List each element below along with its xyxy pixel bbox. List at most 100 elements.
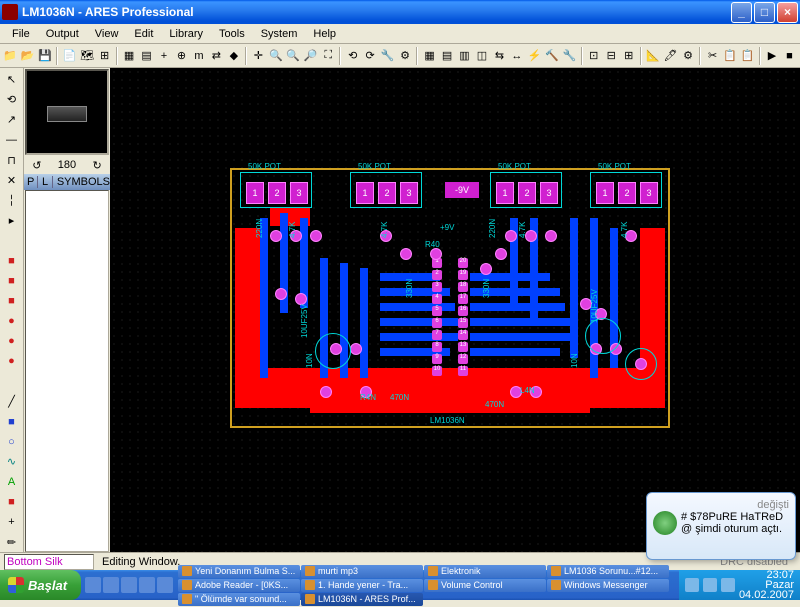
tool-button[interactable]: ■ — [2, 412, 22, 431]
toolbar-button[interactable]: ◆ — [226, 46, 242, 66]
toolbar-button[interactable]: ⊡ — [586, 46, 602, 66]
menu-file[interactable]: File — [4, 26, 38, 42]
tool-button[interactable]: ✏ — [2, 533, 22, 552]
toolbar-button[interactable]: ◫ — [474, 46, 490, 66]
toolbar-button[interactable]: 📐 — [645, 46, 661, 66]
toolbar-button[interactable]: ⊟ — [603, 46, 619, 66]
maximize-button[interactable]: □ — [754, 2, 775, 23]
toolbar-button[interactable]: 📋 — [722, 46, 738, 66]
menu-output[interactable]: Output — [38, 26, 87, 42]
task-button[interactable]: Volume Control — [424, 579, 546, 592]
pcb-canvas[interactable]: 50K POT12350K POT12350K POT12350K POT123… — [110, 68, 800, 552]
toolbar-button[interactable]: ✂ — [704, 46, 720, 66]
tool-button[interactable]: ↖ — [2, 70, 22, 89]
tool-button[interactable]: ↗ — [2, 110, 22, 129]
rotation-control[interactable]: ↺ 180 ↻ — [24, 156, 110, 174]
overview-window[interactable] — [25, 69, 109, 155]
toolbar-button[interactable]: 🔍 — [268, 46, 284, 66]
toolbar-button[interactable]: 🔧 — [379, 46, 395, 66]
clock[interactable]: 23:07 Pazar 04.02.2007 — [739, 570, 794, 600]
toolbar-button[interactable]: ↔ — [509, 46, 525, 66]
tool-button[interactable]: + — [2, 513, 22, 532]
toolbar-button[interactable]: ⚙ — [397, 46, 413, 66]
menu-library[interactable]: Library — [161, 26, 211, 42]
task-button[interactable]: Elektronik — [424, 565, 546, 578]
toolbar-button[interactable]: 📂 — [19, 46, 35, 66]
tool-button[interactable]: ■ — [2, 251, 22, 270]
toolbar-button[interactable]: ⇄ — [208, 46, 224, 66]
symbols-list[interactable] — [25, 190, 109, 552]
task-button[interactable]: LM1036N - ARES Prof... — [301, 593, 423, 606]
menu-system[interactable]: System — [253, 26, 306, 42]
task-button[interactable]: Windows Messenger — [547, 579, 669, 592]
quicklaunch-icon[interactable] — [85, 577, 101, 593]
tray-icon[interactable] — [703, 578, 717, 592]
tool-button[interactable]: ● — [2, 352, 22, 371]
quicklaunch-icon[interactable] — [157, 577, 173, 593]
toolbar-button[interactable]: ▦ — [121, 46, 137, 66]
toolbar-button[interactable]: ▤ — [138, 46, 154, 66]
task-button[interactable]: LM1036 Sorunu...#12... — [547, 565, 669, 578]
toolbar-button[interactable]: ⊞ — [620, 46, 636, 66]
tool-button[interactable]: ▸ — [2, 211, 22, 230]
menu-view[interactable]: View — [87, 26, 127, 42]
toolbar-button[interactable]: ▶ — [764, 46, 780, 66]
toolbar-button[interactable]: ▤ — [439, 46, 455, 66]
toolbar-button[interactable]: ▥ — [456, 46, 472, 66]
tool-button[interactable]: ■ — [2, 291, 22, 310]
toolbar-button[interactable]: ⚡ — [526, 46, 542, 66]
toolbar-button[interactable]: ⚙ — [680, 46, 696, 66]
toolbar-button[interactable]: ⇆ — [491, 46, 507, 66]
minimize-button[interactable]: _ — [731, 2, 752, 23]
start-button[interactable]: Başlat — [0, 570, 81, 600]
tool-button[interactable]: — — [2, 130, 22, 149]
toolbar-button[interactable]: ⊕ — [173, 46, 189, 66]
tool-button[interactable]: ● — [2, 332, 22, 351]
task-button[interactable]: Adobe Reader - [0KS... — [178, 579, 300, 592]
quicklaunch-icon[interactable] — [139, 577, 155, 593]
tool-button[interactable]: ╱ — [2, 392, 22, 411]
tab-p[interactable]: P — [24, 176, 38, 188]
toolbar-button[interactable]: 🔍 — [285, 46, 301, 66]
toolbar-button[interactable]: 🔧 — [561, 46, 577, 66]
tab-l[interactable]: L — [38, 176, 52, 188]
toolbar-button[interactable]: + — [156, 46, 172, 66]
tool-button[interactable]: ⊓ — [2, 151, 22, 170]
msn-notification[interactable]: değişti # $78PuRE HaTReD @ şimdi oturum … — [646, 492, 796, 560]
toolbar-button[interactable]: ✛ — [250, 46, 266, 66]
toolbar-button[interactable]: m — [191, 46, 207, 66]
toolbar-button[interactable]: 📋 — [739, 46, 755, 66]
quicklaunch-icon[interactable] — [103, 577, 119, 593]
toolbar-button[interactable]: ⛶ — [320, 46, 336, 66]
tool-button[interactable]: ■ — [2, 493, 22, 512]
tray-icon[interactable] — [685, 578, 699, 592]
toolbar-button[interactable]: 🔎 — [303, 46, 319, 66]
task-button[interactable]: murti mp3 — [301, 565, 423, 578]
toolbar-button[interactable]: ■ — [781, 46, 797, 66]
toolbar-button[interactable]: ⊞ — [96, 46, 112, 66]
tool-button[interactable]: ⟲ — [2, 90, 22, 109]
toolbar-button[interactable]: 🔨 — [544, 46, 560, 66]
tool-button[interactable]: ■ — [2, 271, 22, 290]
toolbar-button[interactable]: ⟲ — [344, 46, 360, 66]
toolbar-button[interactable]: 🗺 — [79, 46, 95, 66]
tool-button[interactable]: ● — [2, 312, 22, 331]
tool-button[interactable] — [2, 372, 22, 391]
toolbar-button[interactable]: ⟳ — [362, 46, 378, 66]
menu-edit[interactable]: Edit — [126, 26, 161, 42]
tool-button[interactable]: ○ — [2, 432, 22, 451]
system-tray[interactable]: 23:07 Pazar 04.02.2007 — [679, 570, 800, 600]
tray-icon[interactable] — [721, 578, 735, 592]
tool-button[interactable]: ∿ — [2, 452, 22, 471]
quicklaunch-icon[interactable] — [121, 577, 137, 593]
task-button[interactable]: Yeni Donanım Bulma S... — [178, 565, 300, 578]
rotate-ccw-icon[interactable]: ↺ — [32, 159, 41, 172]
tool-button[interactable]: ✕ — [2, 171, 22, 190]
toolbar-button[interactable]: ▦ — [421, 46, 437, 66]
rotate-cw-icon[interactable]: ↻ — [93, 159, 102, 172]
menu-help[interactable]: Help — [305, 26, 344, 42]
close-button[interactable]: × — [777, 2, 798, 23]
toolbar-button[interactable]: 💾 — [37, 46, 53, 66]
tool-button[interactable]: A — [2, 473, 22, 492]
tool-button[interactable]: ╎ — [2, 191, 22, 210]
